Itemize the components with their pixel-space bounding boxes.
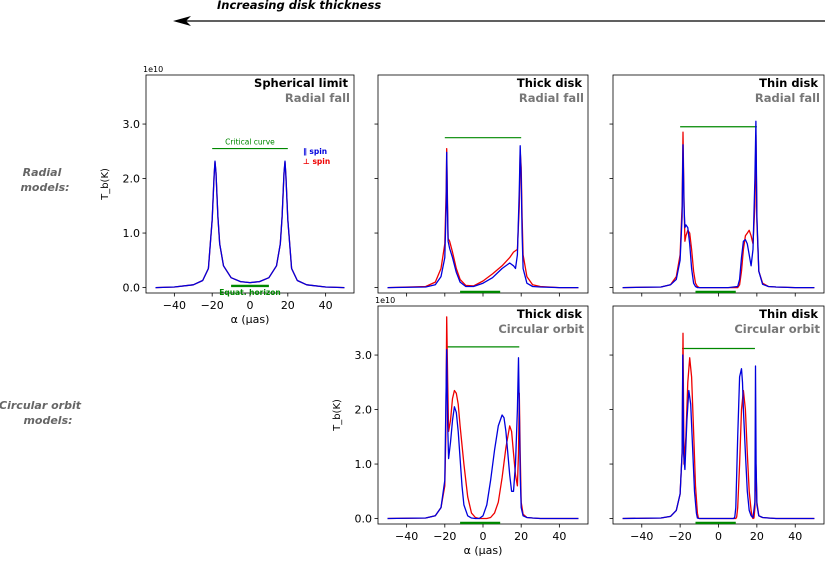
- x-tick-label: 40: [319, 299, 333, 312]
- panel-title: Thin disk: [759, 307, 818, 321]
- series-line-blue: [155, 160, 345, 289]
- y-tick-label: 3.0: [123, 118, 141, 131]
- x-tick-label: 20: [514, 530, 528, 543]
- series-line-blue: [387, 348, 579, 520]
- x-tick-label: 40: [788, 530, 802, 543]
- panel-title: Spherical limit: [254, 76, 348, 90]
- panel-thick-circular: −40 −20 0 20 40 0.0 1.0 2.0 3.0 1e10 α (μas) T_b(K)…: [332, 296, 589, 557]
- row-label-radial-line1: Radial: [23, 166, 62, 179]
- series-group: [155, 160, 345, 289]
- row-label-circular-line2: models:: [23, 414, 72, 427]
- row-label-radial-line2: models:: [20, 181, 69, 194]
- x-tick-label: 20: [750, 530, 764, 543]
- x-tick-label: 20: [281, 299, 295, 312]
- y-tick-label: 2.0: [123, 173, 141, 186]
- series-group: [387, 145, 579, 289]
- panel-subtitle: Circular orbit: [734, 322, 820, 336]
- y-tick-label: 2.0: [355, 404, 373, 417]
- plot-frame: [612, 74, 825, 294]
- series-line-blue: [622, 354, 815, 520]
- series-line-red: [622, 332, 815, 520]
- y-axis-label: T_b(K): [100, 168, 111, 201]
- series-line-red: [622, 131, 815, 289]
- plot-frame: [612, 305, 825, 525]
- series-line-blue: [387, 145, 579, 289]
- series-line-red: [387, 147, 579, 289]
- panel-subtitle: Radial fall: [755, 91, 820, 105]
- row-label-circular-line1: Circular orbit: [0, 399, 82, 412]
- panel-subtitle: Circular orbit: [498, 322, 584, 336]
- y-axis-label: T_b(K): [332, 399, 343, 432]
- x-tick-label: 0: [247, 299, 254, 312]
- thickness-arrow-label: Increasing disk thickness: [217, 0, 381, 12]
- legend-entry-perpendicular: ⊥ spin: [303, 157, 330, 166]
- series-group: [387, 316, 579, 520]
- x-tick-label: −40: [163, 299, 186, 312]
- x-tick-label: −40: [395, 530, 418, 543]
- panel-spherical-radial: −40 −20 0 20 40 0.0 1.0 2.0 3.0 1e10 α (μas) T_b(K)…: [100, 65, 355, 326]
- panel-subtitle: Radial fall: [285, 91, 350, 105]
- legend-entry-parallel: ∥ spin: [303, 147, 327, 156]
- panel-title: Thick disk: [517, 307, 582, 321]
- y-tick-label: 1.0: [355, 458, 373, 471]
- row-label-circular: Circular orbit models:: [0, 399, 82, 427]
- plot-frame: [377, 74, 589, 294]
- series-line-blue: [622, 120, 815, 289]
- series-group: [622, 120, 815, 289]
- y-tick-label: 0.0: [123, 282, 141, 295]
- y-tick-label: 3.0: [355, 349, 373, 362]
- series-group: [622, 332, 815, 520]
- panel-title: Thin disk: [759, 76, 818, 90]
- critical-curve-label: Critical curve: [225, 138, 275, 147]
- y-tick-label: 0.0: [355, 513, 373, 526]
- plot-frame: [377, 305, 589, 525]
- horizon-label: Equat. horizon: [219, 288, 281, 297]
- x-tick-label: 0: [715, 530, 722, 543]
- x-tick-label: −20: [201, 299, 224, 312]
- series-line-red: [155, 161, 345, 289]
- plot-frame: [145, 74, 355, 294]
- panel-title: Thick disk: [517, 76, 582, 90]
- x-tick-label: −40: [630, 530, 653, 543]
- panel-subtitle: Radial fall: [519, 91, 584, 105]
- x-tick-label: −20: [433, 530, 456, 543]
- y-tick-label: 1.0: [123, 227, 141, 240]
- y-offset-label: 1e10: [143, 65, 163, 74]
- y-offset-label: 1e10: [375, 296, 395, 305]
- x-tick-label: −20: [669, 530, 692, 543]
- thickness-arrow-head: [173, 16, 191, 26]
- x-tick-label: 0: [480, 530, 487, 543]
- thickness-arrow: [173, 16, 825, 26]
- row-label-radial: Radial models:: [20, 166, 69, 194]
- x-axis-label: α (μas): [231, 313, 270, 326]
- x-axis-label: α (μas): [464, 544, 503, 557]
- x-tick-label: 40: [552, 530, 566, 543]
